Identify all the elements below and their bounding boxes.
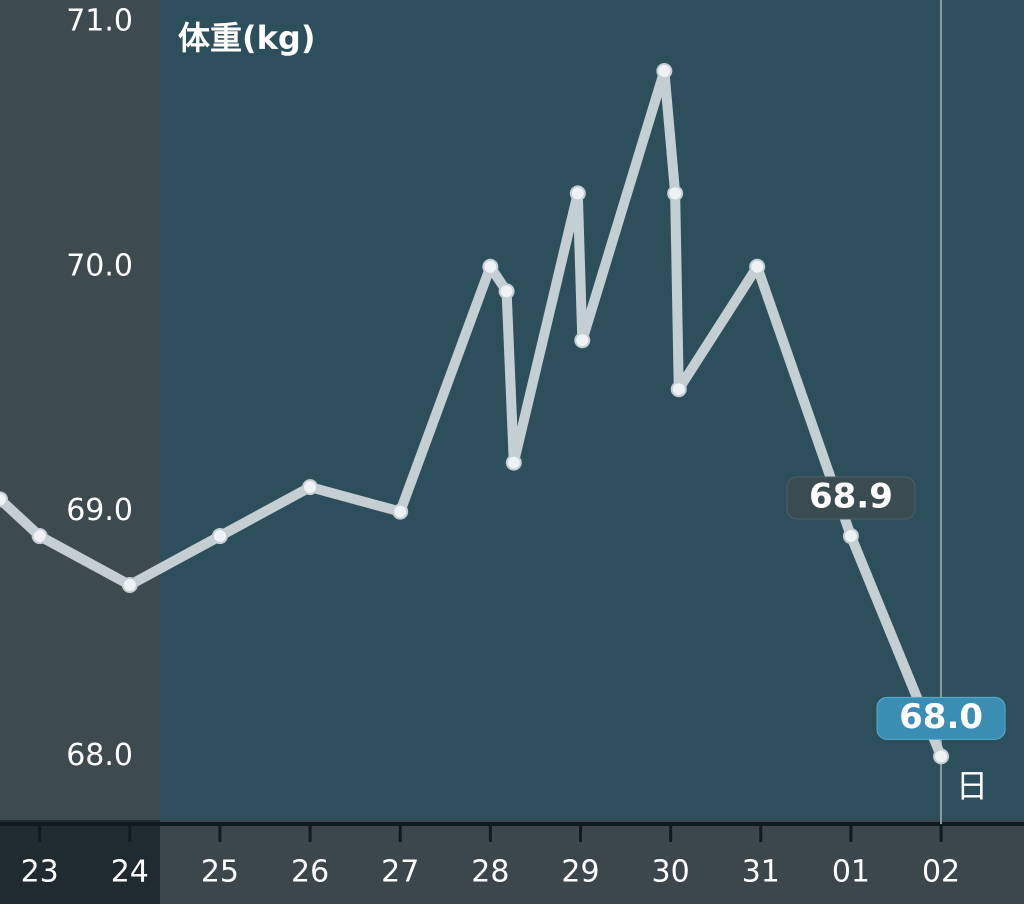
- x-tick-label: 30: [652, 855, 690, 890]
- point: [31, 528, 48, 545]
- point: [0, 491, 8, 508]
- point: [749, 258, 766, 275]
- x-tick-label: 29: [561, 855, 599, 890]
- chart-title: 体重(kg): [178, 19, 315, 57]
- value-label: 68.9: [809, 477, 893, 517]
- x-tick-label: 01: [832, 855, 870, 890]
- x-tick-label: 24: [111, 855, 149, 890]
- y-tick-label: 69.0: [66, 493, 133, 528]
- point: [121, 577, 138, 594]
- point: [211, 528, 228, 545]
- x-tick-label: 23: [21, 855, 59, 890]
- x-axis-band-past: [0, 820, 160, 904]
- x-tick-label: 25: [201, 855, 239, 890]
- value-callout: [876, 696, 1006, 740]
- y-tick-label: 71.0: [66, 4, 133, 39]
- point: [498, 283, 515, 300]
- point: [656, 62, 673, 79]
- x-tick-label: 31: [742, 855, 780, 890]
- point: [482, 258, 499, 275]
- y-tick-label: 70.0: [66, 248, 133, 283]
- value-callout: [786, 476, 916, 520]
- x-tick-label: 26: [291, 855, 329, 890]
- point: [574, 332, 591, 349]
- x-tick-label: 02: [922, 855, 960, 890]
- point: [933, 748, 950, 765]
- x-axis-band: [0, 820, 1024, 904]
- point: [667, 185, 684, 202]
- point: [842, 528, 859, 545]
- x-tick-label: 28: [471, 855, 509, 890]
- x-unit-label: 日: [956, 767, 988, 805]
- point: [392, 503, 409, 520]
- point: [670, 381, 687, 398]
- point: [505, 454, 522, 471]
- value-label: 68.0: [899, 697, 983, 737]
- layer: 68.0 69.0 70.0 71.0 23 24 25 26 27 28 29 30 31 01 02 68…: [0, 4, 1006, 890]
- point: [302, 479, 319, 496]
- x-tick-label: 27: [381, 855, 419, 890]
- y-tick-label: 68.0: [66, 738, 133, 773]
- point: [569, 185, 586, 202]
- past-region: [0, 0, 160, 820]
